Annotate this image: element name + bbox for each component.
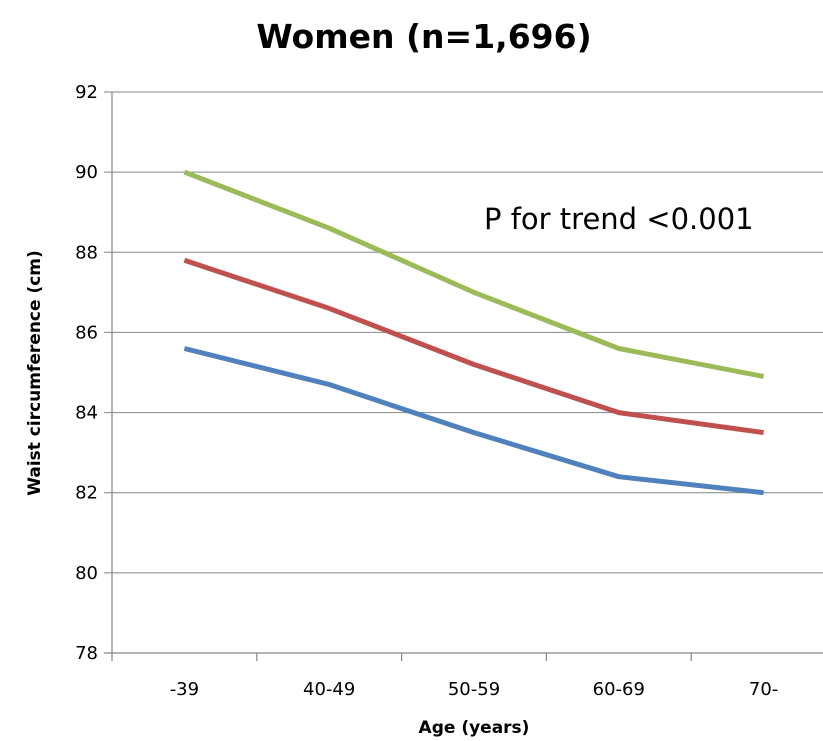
chart-title: Women (n=1,696)	[256, 17, 591, 56]
x-tick-label: -39	[170, 679, 199, 700]
y-axis-label: Waist circumference (cm)	[25, 250, 45, 496]
x-tick-label: 50-59	[448, 679, 500, 700]
y-tick-label: 80	[75, 563, 98, 584]
series-line-3	[183, 346, 764, 496]
series-line-2	[183, 257, 764, 436]
y-tick-label: 88	[75, 242, 98, 263]
y-tick-label: 84	[75, 403, 98, 424]
x-tick-label: 60-69	[593, 679, 645, 700]
x-tick-label: 70-	[749, 679, 778, 700]
y-tick-label: 86	[75, 322, 98, 343]
x-axis-label: Age (years)	[419, 718, 530, 738]
series-line-1	[183, 169, 765, 379]
trend-annotation: P for trend <0.001	[484, 202, 754, 236]
y-tick-label: 92	[75, 82, 98, 103]
y-tick-label: 78	[75, 643, 98, 664]
x-tick-label: 40-49	[303, 679, 355, 700]
y-axis-ticks: 78 80 82 84 86 88 90 92	[75, 82, 98, 664]
series-lines	[183, 169, 765, 496]
gridlines	[104, 91, 823, 654]
y-tick-label: 82	[75, 483, 98, 504]
y-tick-label: 90	[75, 162, 98, 183]
x-axis-ticks: -39 40-49 50-59 60-69 70-	[111, 653, 778, 700]
